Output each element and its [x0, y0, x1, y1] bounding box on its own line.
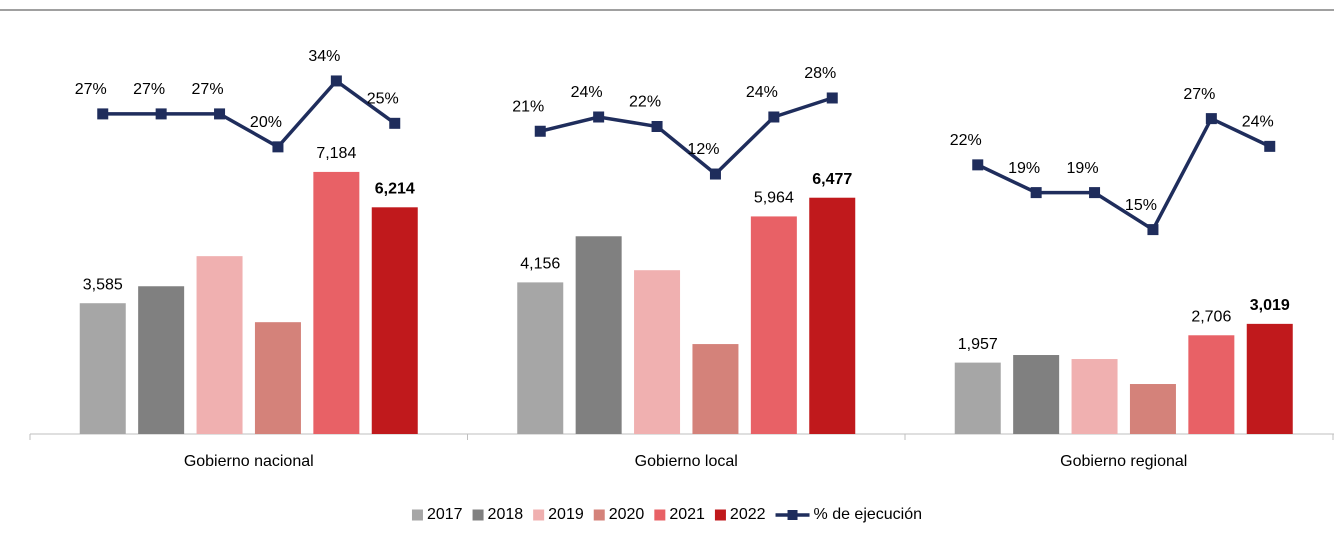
- line-marker: [593, 111, 605, 123]
- bar: [371, 207, 418, 434]
- legend-swatch: [472, 509, 484, 521]
- line-marker: [709, 168, 721, 180]
- bar-value-label: 4,156: [520, 256, 560, 273]
- line-value-label: 21%: [512, 98, 544, 115]
- bar-value-label: 1,957: [958, 336, 998, 353]
- bar-value-label: 3,585: [83, 276, 123, 293]
- line-value-label: 19%: [1067, 160, 1099, 177]
- line-value-label: 27%: [133, 81, 165, 98]
- line-marker: [1147, 224, 1159, 236]
- line-value-label: 27%: [1183, 86, 1215, 103]
- x-tick-label: Gobierno regional: [1060, 453, 1187, 470]
- legend-label: 2020: [609, 506, 645, 523]
- line-marker: [330, 75, 342, 87]
- bar-value-label: 5,964: [754, 190, 794, 207]
- x-tick-label: Gobierno local: [635, 453, 738, 470]
- bar: [79, 303, 126, 434]
- line-value-label: 24%: [571, 84, 603, 101]
- bar: [254, 322, 301, 434]
- line-marker: [1089, 187, 1101, 199]
- line-marker: [1030, 187, 1042, 199]
- line-marker: [1264, 140, 1276, 152]
- bar: [313, 171, 360, 434]
- legend-label: % de ejecución: [814, 506, 923, 523]
- line-value-label: 24%: [1242, 114, 1274, 131]
- bar: [517, 282, 564, 434]
- legend-label: 2019: [548, 506, 584, 523]
- legend-swatch: [593, 509, 605, 521]
- line-marker: [97, 108, 109, 120]
- legend-swatch: [411, 509, 423, 521]
- legend-marker: [787, 510, 798, 520]
- line-marker: [1205, 113, 1217, 125]
- line-marker: [826, 92, 838, 104]
- legend-label: 2018: [488, 506, 524, 523]
- line-value-label: 34%: [308, 48, 340, 65]
- bar: [1071, 359, 1118, 434]
- bar-value-label: 7,184: [316, 145, 356, 162]
- line-value-label: 15%: [1125, 197, 1157, 214]
- bar: [1129, 384, 1176, 434]
- line-marker: [214, 108, 226, 120]
- line-value-label: 20%: [250, 114, 282, 131]
- line-marker: [972, 159, 984, 171]
- line-marker: [768, 111, 780, 123]
- line-value-label: 27%: [192, 81, 224, 98]
- line-marker: [534, 125, 546, 137]
- line-value-label: 22%: [950, 132, 982, 149]
- line-value-label: 27%: [75, 81, 107, 98]
- bar: [750, 216, 797, 434]
- legend-label: 2022: [730, 506, 766, 523]
- line: [976, 116, 1271, 233]
- bar: [1188, 335, 1235, 434]
- bar-value-label: 6,214: [375, 181, 415, 198]
- bar: [1246, 323, 1293, 434]
- line-value-label: 25%: [367, 91, 399, 108]
- line-marker: [155, 108, 167, 120]
- bar: [809, 197, 856, 434]
- legend-swatch: [714, 509, 726, 521]
- legend-label: 2017: [427, 506, 463, 523]
- bar: [138, 286, 185, 434]
- bar: [692, 344, 739, 434]
- bar: [575, 236, 622, 434]
- x-tick-label: Gobierno nacional: [184, 453, 314, 470]
- line-marker: [389, 117, 401, 129]
- legend-label: 2021: [669, 506, 705, 523]
- line-marker: [272, 141, 284, 153]
- legend-swatch: [654, 509, 666, 521]
- line-value-label: 19%: [1008, 160, 1040, 177]
- bar-value-label: 2,706: [1191, 308, 1231, 325]
- bar-value-label: 6,477: [812, 171, 852, 188]
- bar-value-label: 3,019: [1250, 297, 1290, 314]
- bar: [954, 362, 1001, 434]
- line-value-label: 12%: [687, 141, 719, 158]
- line: [539, 96, 833, 177]
- bar: [634, 270, 681, 434]
- line: [102, 78, 396, 150]
- legend-swatch: [533, 509, 545, 521]
- bar: [1013, 355, 1060, 434]
- bar: [196, 256, 243, 434]
- line-marker: [651, 120, 663, 132]
- line-value-label: 24%: [746, 84, 778, 101]
- line-value-label: 28%: [804, 65, 836, 82]
- line-value-label: 22%: [629, 94, 661, 111]
